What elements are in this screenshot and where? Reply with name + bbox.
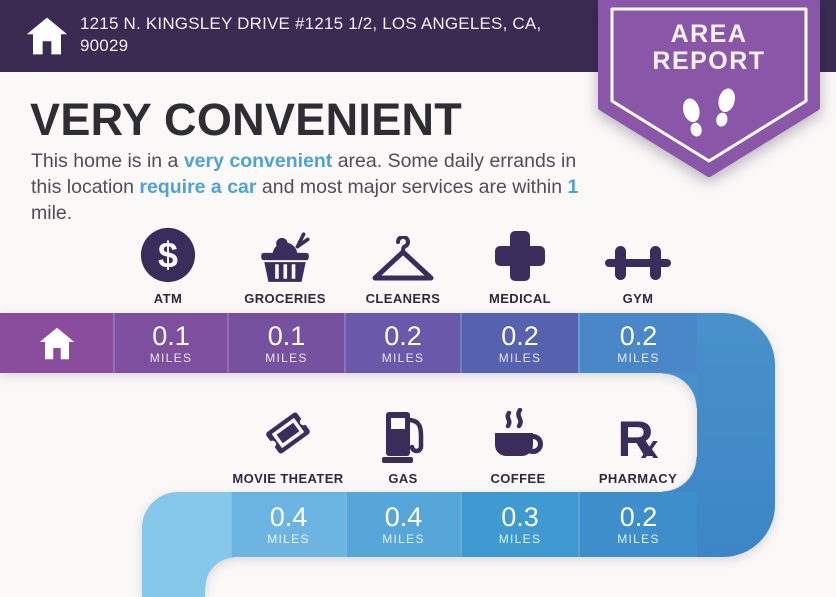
amenity-label: MEDICAL <box>488 291 552 306</box>
groceries-icon <box>261 232 310 282</box>
hanger-icon <box>372 236 434 281</box>
distance-segment-movie-theater: 0.4 MILES <box>230 492 345 557</box>
badge-title: AREA REPORT <box>594 21 824 75</box>
path-fillet <box>662 457 697 492</box>
rx-letter-x: x <box>640 429 659 465</box>
description-highlight: 1 <box>567 176 579 198</box>
badge-line-1: AREA <box>670 20 748 48</box>
distance-unit: MILES <box>382 532 425 546</box>
distance-unit: MILES <box>498 532 542 546</box>
amenity-groceries: GROCERIES <box>219 222 351 306</box>
coffee-cup-icon <box>495 408 543 456</box>
distance-segment-pharmacy: 0.2 MILES <box>578 492 697 557</box>
badge-line-2: REPORT <box>652 47 766 75</box>
amenity-label: GYM <box>622 291 654 306</box>
home-icon <box>39 327 74 359</box>
path-right-connector <box>697 313 775 557</box>
ribbon-shape <box>598 0 820 177</box>
distance-segment-groceries: 0.1 MILES <box>227 313 344 373</box>
amenity-atm: $ ATM <box>102 222 234 306</box>
description-text: mile. <box>31 202 73 224</box>
amenity-gas: GAS <box>337 402 469 486</box>
distance-segment-gym: 0.2 MILES <box>578 313 697 373</box>
path-home-segment <box>0 313 113 373</box>
distance-unit: MILES <box>149 350 193 365</box>
amenity-movie-theater: MOVIE THEATER <box>222 402 354 486</box>
path-fillet <box>662 373 697 408</box>
footprints-icon <box>683 88 735 137</box>
distance-value: 0.2 <box>619 502 658 532</box>
amenity-medical: MEDICAL <box>454 222 586 306</box>
gas-pump-icon <box>382 412 424 463</box>
distance-value: 0.3 <box>501 502 539 532</box>
distance-value: 0.4 <box>384 502 423 532</box>
path-fillet <box>205 557 235 587</box>
rx-letter-r: R <box>617 411 654 467</box>
distance-value: 0.2 <box>619 320 658 351</box>
amenity-label: PHARMACY <box>598 471 678 486</box>
amenity-label: CLEANERS <box>365 291 441 306</box>
distance-unit: MILES <box>381 350 425 365</box>
area-report-badge: AREA REPORT <box>594 0 824 186</box>
distance-value: 0.1 <box>152 320 190 351</box>
distance-segment-medical: 0.2 MILES <box>460 313 578 373</box>
dumbbell-icon <box>605 246 671 280</box>
description-text: This home is in a <box>31 150 184 172</box>
path-left-down-strip <box>142 540 205 597</box>
amenity-coffee: COFFEE <box>452 402 584 486</box>
rating-description: This home is in a very convenient area. … <box>31 148 606 226</box>
distance-value: 0.1 <box>267 320 306 351</box>
ticket-icon <box>266 412 310 454</box>
amenity-label: MOVIE THEATER <box>232 471 344 486</box>
description-highlight: require a car <box>139 176 257 198</box>
distance-unit: MILES <box>617 350 660 365</box>
page-title: VERY CONVENIENT <box>30 94 463 145</box>
distance-value: 0.2 <box>384 320 422 351</box>
description-text: and most major services are within <box>256 176 568 198</box>
distance-value: 0.4 <box>269 502 308 532</box>
distance-unit: MILES <box>267 532 310 546</box>
distance-segment-coffee: 0.3 MILES <box>460 492 578 557</box>
distance-unit: MILES <box>617 532 660 546</box>
dollar-glyph: $ <box>158 236 178 276</box>
amenity-label: ATM <box>153 291 183 306</box>
property-address: 1215 N. KINGSLEY DRIVE #1215 1/2, LOS AN… <box>80 14 542 56</box>
distance-unit: MILES <box>498 350 542 365</box>
description-highlight: very convenient <box>183 150 333 172</box>
distance-segment-atm: 0.1 MILES <box>113 313 227 373</box>
atm-icon: $ <box>140 227 196 283</box>
amenity-cleaners: CLEANERS <box>337 222 469 306</box>
amenity-label: GROCERIES <box>244 291 326 306</box>
amenity-gym: GYM <box>572 222 704 306</box>
amenity-label: GAS <box>388 471 418 486</box>
description-text: area. Some daily errands in this locatio… <box>31 150 577 198</box>
distance-segment-gas: 0.4 MILES <box>345 492 460 557</box>
distance-segment-cleaners: 0.2 MILES <box>344 313 460 373</box>
amenity-label: COFFEE <box>490 471 546 486</box>
distance-unit: MILES <box>265 350 308 365</box>
medical-cross-icon <box>495 231 545 281</box>
home-icon <box>26 17 68 55</box>
distance-value: 0.2 <box>501 320 539 351</box>
